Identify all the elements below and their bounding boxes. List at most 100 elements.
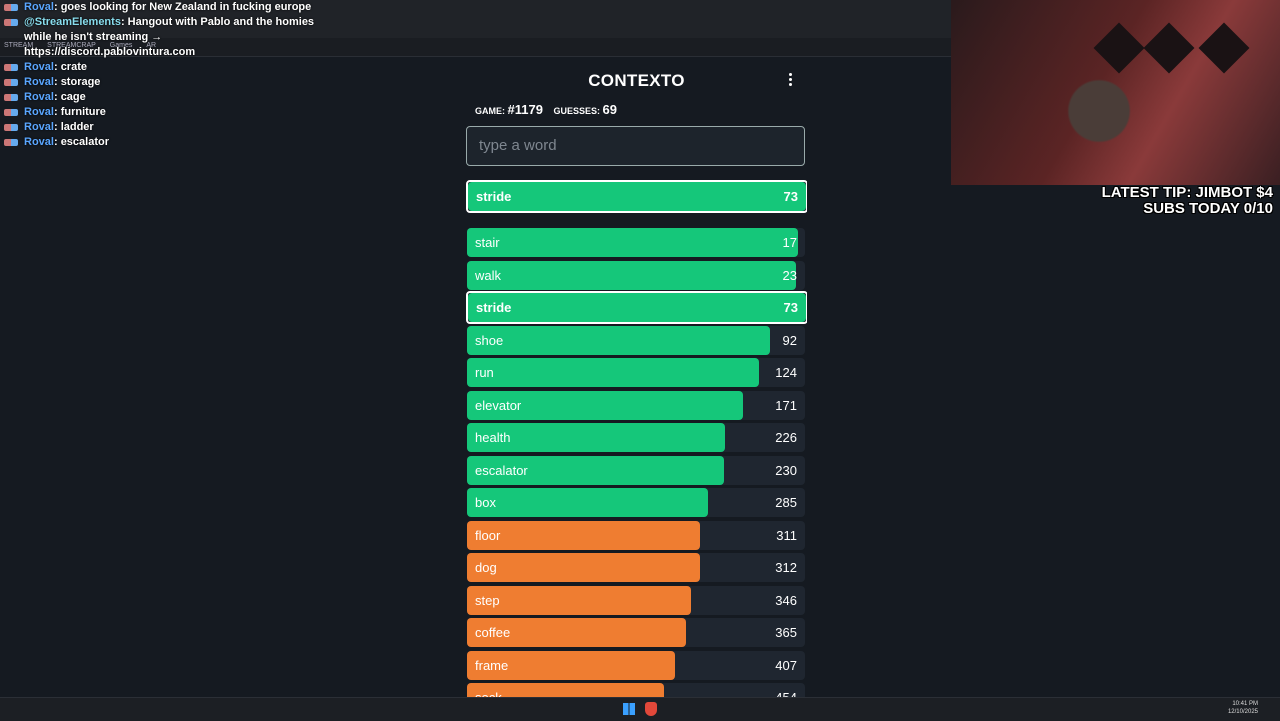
game-title: CONTEXTO bbox=[588, 71, 685, 90]
rank-bar bbox=[467, 488, 708, 517]
chat-message: @StreamElements: Hangout with Pablo and … bbox=[0, 15, 335, 60]
chat-user: Roval bbox=[24, 106, 54, 118]
guess-row: box 285 bbox=[467, 488, 805, 517]
guess-word: health bbox=[475, 430, 511, 445]
chat-message: Roval: crate bbox=[0, 60, 335, 75]
clock: 10:41 PM 12/10/2025 bbox=[1228, 700, 1258, 716]
chat-message: Roval: goes looking for New Zealand in f… bbox=[0, 0, 335, 15]
guess-rank: 407 bbox=[775, 657, 797, 673]
chat-user: Roval bbox=[24, 61, 54, 73]
guess-word: stair bbox=[475, 235, 500, 250]
time: 10:41 PM bbox=[1232, 701, 1258, 707]
guess-row: stride 73 bbox=[466, 180, 807, 213]
rank-bar bbox=[467, 228, 799, 257]
chat-user: Roval bbox=[24, 121, 54, 133]
rank-bar bbox=[467, 358, 759, 387]
chat-message: Roval: escalator bbox=[0, 135, 335, 150]
guess-word: run bbox=[475, 365, 494, 380]
chat-user: Roval bbox=[24, 91, 54, 103]
webcam bbox=[951, 0, 1280, 185]
rank-bar bbox=[467, 618, 686, 647]
rank-bar bbox=[467, 650, 676, 680]
bookmark: Games bbox=[109, 42, 133, 49]
guess-word: coffee bbox=[475, 625, 511, 640]
guess-rank: 17 bbox=[782, 235, 797, 250]
guess-rank: 365 bbox=[775, 625, 797, 640]
guess-word: stride bbox=[476, 300, 512, 315]
chat-user: Roval bbox=[24, 1, 54, 13]
rank-bar bbox=[467, 520, 701, 550]
taskbar bbox=[0, 697, 1280, 721]
last-guess: stride 73 bbox=[466, 180, 807, 213]
guess-word: box bbox=[475, 495, 496, 510]
word-input[interactable]: type a word bbox=[466, 126, 805, 166]
rank-bar bbox=[467, 423, 726, 452]
guess-row: floor 311 bbox=[467, 520, 805, 550]
guess-row: sock 454 bbox=[467, 683, 805, 697]
chat-message: Roval: cage bbox=[0, 90, 335, 105]
rank-bar bbox=[467, 585, 691, 615]
browser-tab-bar bbox=[0, 0, 951, 38]
guess-rank: 311 bbox=[776, 527, 797, 543]
guess-word: step bbox=[475, 592, 500, 608]
guess-rank: 312 bbox=[775, 560, 797, 575]
contexto-game: CONTEXTO GAME: #1179 GUESSES: 69 type a … bbox=[466, 57, 807, 697]
guess-rank: 454 bbox=[775, 683, 797, 697]
game-meta: GAME: #1179 GUESSES: 69 bbox=[475, 102, 625, 117]
guess-rank: 73 bbox=[783, 300, 798, 315]
bookmark: STREAM bbox=[4, 42, 34, 49]
rank-bar bbox=[467, 260, 796, 290]
guess-word: floor bbox=[475, 527, 501, 543]
chat-text: : cage bbox=[53, 91, 86, 103]
guess-rank: 230 bbox=[775, 462, 797, 478]
rank-bar bbox=[467, 455, 725, 485]
guess-row: walk 23 bbox=[467, 260, 805, 290]
guess-rank: 23 bbox=[782, 267, 797, 283]
chat-overlay: Roval: goes looking for New Zealand in f… bbox=[0, 0, 335, 150]
stream-overlay: LATEST TIP: JIMBOT $4 SUBS TODAY 0/10 bbox=[1102, 185, 1273, 217]
menu-button[interactable] bbox=[789, 73, 793, 88]
start-button[interactable] bbox=[623, 703, 635, 715]
chat-user: Roval bbox=[24, 76, 54, 88]
bookmarks-bar bbox=[0, 38, 951, 57]
chat-message: Roval: storage bbox=[0, 75, 335, 90]
guess-word: escalator bbox=[475, 462, 528, 478]
rank-bar bbox=[467, 553, 701, 582]
chat-user: Roval bbox=[24, 136, 54, 148]
guess-word: dog bbox=[475, 560, 497, 575]
rank-bar bbox=[467, 683, 664, 697]
guess-rank: 73 bbox=[783, 189, 798, 204]
guess-rank: 226 bbox=[775, 430, 797, 445]
chat-message: Roval: furniture bbox=[0, 105, 335, 120]
chat-text: : storage bbox=[53, 76, 101, 88]
guess-word: stride bbox=[476, 189, 512, 204]
bookmarks: STREAM STREAMCRAP Games AR bbox=[4, 42, 156, 49]
guess-row: health 226 bbox=[467, 423, 805, 452]
guess-word: sock bbox=[475, 683, 502, 697]
browser-icon[interactable] bbox=[645, 702, 657, 716]
guess-word: elevator bbox=[475, 397, 522, 413]
game-label: GAME: bbox=[475, 106, 505, 116]
guess-word: frame bbox=[475, 657, 509, 673]
guess-rank: 285 bbox=[775, 495, 797, 510]
chat-text: : furniture bbox=[53, 106, 106, 118]
chat-user: @StreamElements bbox=[24, 16, 121, 28]
date: 12/10/2025 bbox=[1227, 709, 1258, 715]
guess-row: frame 407 bbox=[467, 650, 805, 680]
chat-text: : goes looking for New Zealand in fuckin… bbox=[53, 1, 312, 13]
chat-text: : ladder bbox=[53, 121, 94, 133]
guess-list: stair 17 walk 23 stride 73 shoe 92 run 124 elevato… bbox=[466, 228, 807, 697]
guess-row: stair 17 bbox=[467, 228, 805, 257]
rank-bar bbox=[468, 293, 806, 322]
guess-row: dog 312 bbox=[467, 553, 805, 582]
guess-rank: 346 bbox=[775, 592, 797, 608]
guesses-count: 69 bbox=[602, 102, 617, 117]
chat-message: Roval: ladder bbox=[0, 120, 335, 135]
game-number: #1179 bbox=[507, 102, 543, 117]
guess-word: walk bbox=[475, 267, 502, 283]
guess-rank: 124 bbox=[775, 365, 797, 380]
guess-row: step 346 bbox=[467, 585, 805, 615]
guess-row: shoe 92 bbox=[467, 325, 805, 355]
highlight-wrap: stride 73 bbox=[466, 291, 807, 324]
